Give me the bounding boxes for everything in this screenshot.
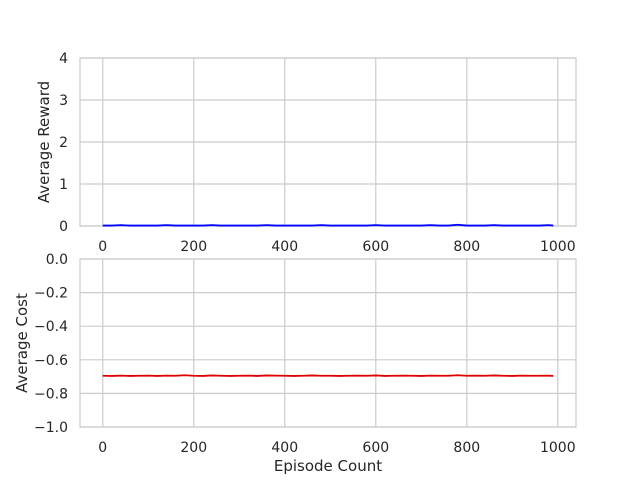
reward-grid	[80, 57, 576, 227]
cost-y-tick-label: 0.0	[46, 252, 68, 268]
reward-x-tick-label: 400	[271, 239, 298, 255]
cost-y-tick-label: −0.8	[34, 386, 68, 402]
cost-x-tick-label: 600	[362, 440, 389, 456]
reward-y-tick-label: 1	[59, 177, 68, 193]
reward-x-tick-label: 600	[362, 239, 389, 255]
cost-y-tick-label: −0.6	[34, 353, 68, 369]
cost-x-tick-label: 200	[180, 440, 207, 456]
reward-y-ticks: 0 1 2 3 4	[59, 51, 68, 235]
cost-x-tick-label: 800	[453, 440, 480, 456]
cost-series	[102, 374, 554, 377]
reward-x-tick-label: 0	[98, 239, 107, 255]
cost-y-tick-label: −1.0	[34, 420, 68, 436]
reward-x-tick-label: 800	[453, 239, 480, 255]
reward-y-tick-label: 3	[59, 93, 68, 109]
cost-y-axis-label: Average Cost	[13, 293, 31, 393]
cost-x-ticks: 0 200 400 600 800 1000	[98, 440, 575, 456]
cost-x-tick-label: 400	[271, 440, 298, 456]
reward-series	[102, 223, 554, 227]
cost-series-line	[102, 374, 554, 377]
cost-y-tick-label: −0.4	[34, 319, 68, 335]
reward-panel: 0 200 400 600 800 1000 0 1 2 3 4 Average Reward	[35, 51, 577, 255]
cost-x-axis-label: Episode Count	[274, 457, 382, 475]
reward-y-tick-label: 2	[59, 135, 68, 151]
cost-x-tick-label: 1000	[540, 440, 576, 456]
reward-x-tick-label: 1000	[540, 239, 576, 255]
reward-y-tick-label: 4	[59, 51, 68, 67]
reward-x-tick-label: 200	[180, 239, 207, 255]
cost-y-tick-label: −0.2	[34, 286, 68, 302]
cost-grid	[80, 258, 576, 428]
cost-y-ticks: 0.0 −0.2 −0.4 −0.6 −0.8 −1.0	[34, 252, 68, 436]
cost-plot-frame	[79, 258, 577, 428]
reward-y-axis-label: Average Reward	[35, 81, 53, 203]
cost-panel: 0 200 400 600 800 1000 0.0 −0.2 −0.4 −0.6 −0.8 −1.…	[13, 252, 577, 475]
reward-x-ticks: 0 200 400 600 800 1000	[98, 239, 575, 255]
reward-series-line	[102, 223, 554, 227]
reward-y-tick-label: 0	[59, 219, 68, 235]
cost-x-tick-label: 0	[98, 440, 107, 456]
